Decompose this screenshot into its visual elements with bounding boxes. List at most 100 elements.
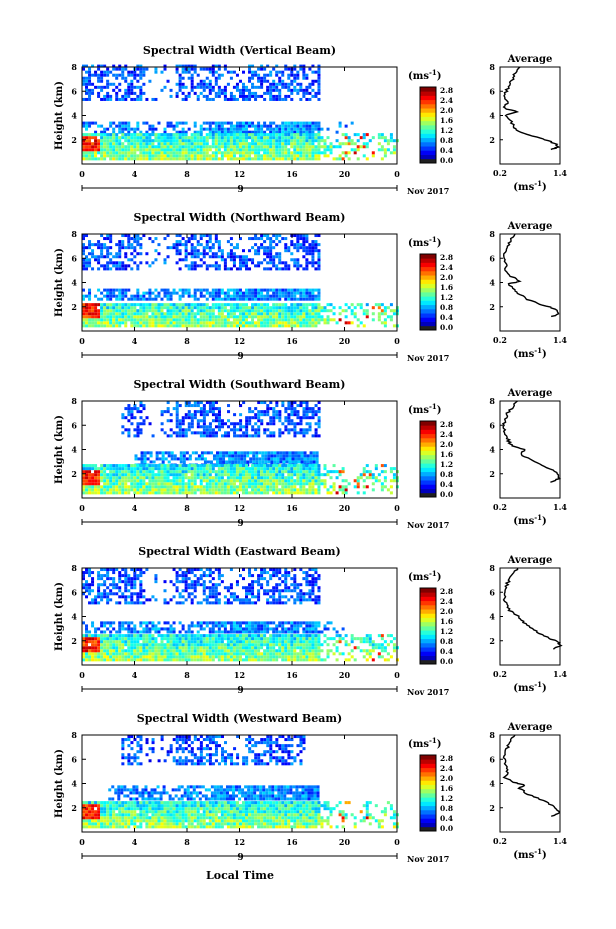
heatmap-cell <box>220 318 224 322</box>
heatmap-cell <box>133 577 137 581</box>
heatmap-cell <box>232 491 236 495</box>
heatmap-cell <box>88 315 92 319</box>
heatmap-cell <box>293 88 297 92</box>
heatmap-cell <box>118 130 122 134</box>
heatmap-cell <box>199 303 203 307</box>
heatmap-cell <box>127 404 131 408</box>
heatmap-cell <box>172 321 176 325</box>
heatmap-cell <box>281 121 285 125</box>
heatmap-cell <box>211 252 215 256</box>
heatmap-cell <box>272 419 276 423</box>
heatmap-cell <box>175 82 179 86</box>
heatmap-cell <box>245 467 249 471</box>
heatmap-cell <box>88 157 92 161</box>
heatmap-cell <box>178 303 182 307</box>
heatmap-cell <box>260 574 264 578</box>
heatmap-cell <box>248 79 252 83</box>
heatmap-cell <box>275 88 279 92</box>
heatmap-cell <box>187 491 191 495</box>
heatmap-cell <box>130 303 134 307</box>
heatmap-cell <box>223 485 227 489</box>
heatmap-cell <box>362 312 366 316</box>
heatmap-cell <box>241 145 245 149</box>
heatmap-cell <box>127 315 131 319</box>
heatmap-cell <box>112 291 116 295</box>
heatmap-cell <box>317 434 321 438</box>
heatmap-cell <box>88 151 92 155</box>
heatmap-cell <box>254 470 258 474</box>
heatmap-cell <box>314 306 318 310</box>
heatmap-cell <box>232 154 236 158</box>
heatmap-cell <box>229 157 233 161</box>
heatmap-cell <box>112 586 116 590</box>
heatmap-cell <box>199 324 203 328</box>
heatmap-cell <box>163 315 167 319</box>
heatmap-cell <box>314 312 318 316</box>
heatmap-cell <box>199 425 203 429</box>
heatmap-cell <box>112 488 116 492</box>
heatmap-cell <box>166 470 170 474</box>
heatmap-cell <box>130 88 134 92</box>
heatmap-cell <box>241 568 245 572</box>
heatmap-cell <box>184 148 188 152</box>
heatmap-cell <box>175 464 179 468</box>
x-tick-label: 4 <box>132 503 138 513</box>
heatmap-cell <box>184 473 188 477</box>
heatmap-cell <box>181 324 185 328</box>
heatmap-cell <box>103 142 107 146</box>
heatmap-cell <box>266 312 270 316</box>
heatmap-cell <box>254 568 258 572</box>
heatmap-cell <box>199 583 203 587</box>
heatmap-cell <box>303 451 307 455</box>
heatmap-cell <box>109 321 113 325</box>
heatmap-cell <box>241 601 245 605</box>
heatmap-cell <box>380 312 384 316</box>
heatmap-cell <box>202 249 206 253</box>
heatmap-cell <box>205 142 209 146</box>
heatmap-cell <box>88 252 92 256</box>
heatmap-cell <box>151 133 155 137</box>
heatmap-cell <box>155 457 159 461</box>
heatmap-cell <box>199 479 203 483</box>
heatmap-cell <box>88 473 92 477</box>
heatmap-cell <box>209 451 213 455</box>
heatmap-cell <box>160 413 164 417</box>
heatmap-cell <box>100 318 104 322</box>
heatmap-cell <box>118 580 122 584</box>
heatmap-cell <box>118 124 122 128</box>
heatmap-cell <box>260 145 264 149</box>
heatmap-cell <box>254 467 258 471</box>
heatmap-cell <box>293 467 297 471</box>
heatmap-cell <box>214 294 218 298</box>
heatmap-cell <box>284 67 288 71</box>
heatmap-cell <box>100 133 104 137</box>
heatmap-cell <box>145 321 149 325</box>
heatmap-cell <box>106 598 110 602</box>
heatmap-cell <box>190 267 194 271</box>
heatmap-cell <box>193 479 197 483</box>
heatmap-cell <box>88 264 92 268</box>
heatmap-cell <box>257 261 261 265</box>
heatmap-cell <box>272 473 276 477</box>
heatmap-cell <box>187 470 191 474</box>
heatmap-cell <box>97 488 101 492</box>
heatmap-cell <box>275 267 279 271</box>
heatmap-cell <box>121 142 125 146</box>
heatmap-cell <box>181 288 185 292</box>
heatmap-cell <box>85 467 89 471</box>
heatmap-cell <box>227 431 231 435</box>
heatmap-cell <box>254 70 258 74</box>
heatmap-cell <box>317 145 321 149</box>
heatmap-cell <box>148 488 152 492</box>
colorbar-label: (ms-1) <box>408 402 441 416</box>
heatmap-cell <box>329 309 333 313</box>
heatmap-cell <box>290 312 294 316</box>
heatmap-cell <box>260 157 264 161</box>
heatmap-cell <box>155 454 159 458</box>
heatmap-cell <box>326 303 330 307</box>
heatmap-cell <box>205 476 209 480</box>
heatmap-cell <box>187 428 191 432</box>
heatmap-cell <box>299 306 303 310</box>
heatmap-cell <box>166 407 170 411</box>
heatmap-cell <box>371 488 375 492</box>
